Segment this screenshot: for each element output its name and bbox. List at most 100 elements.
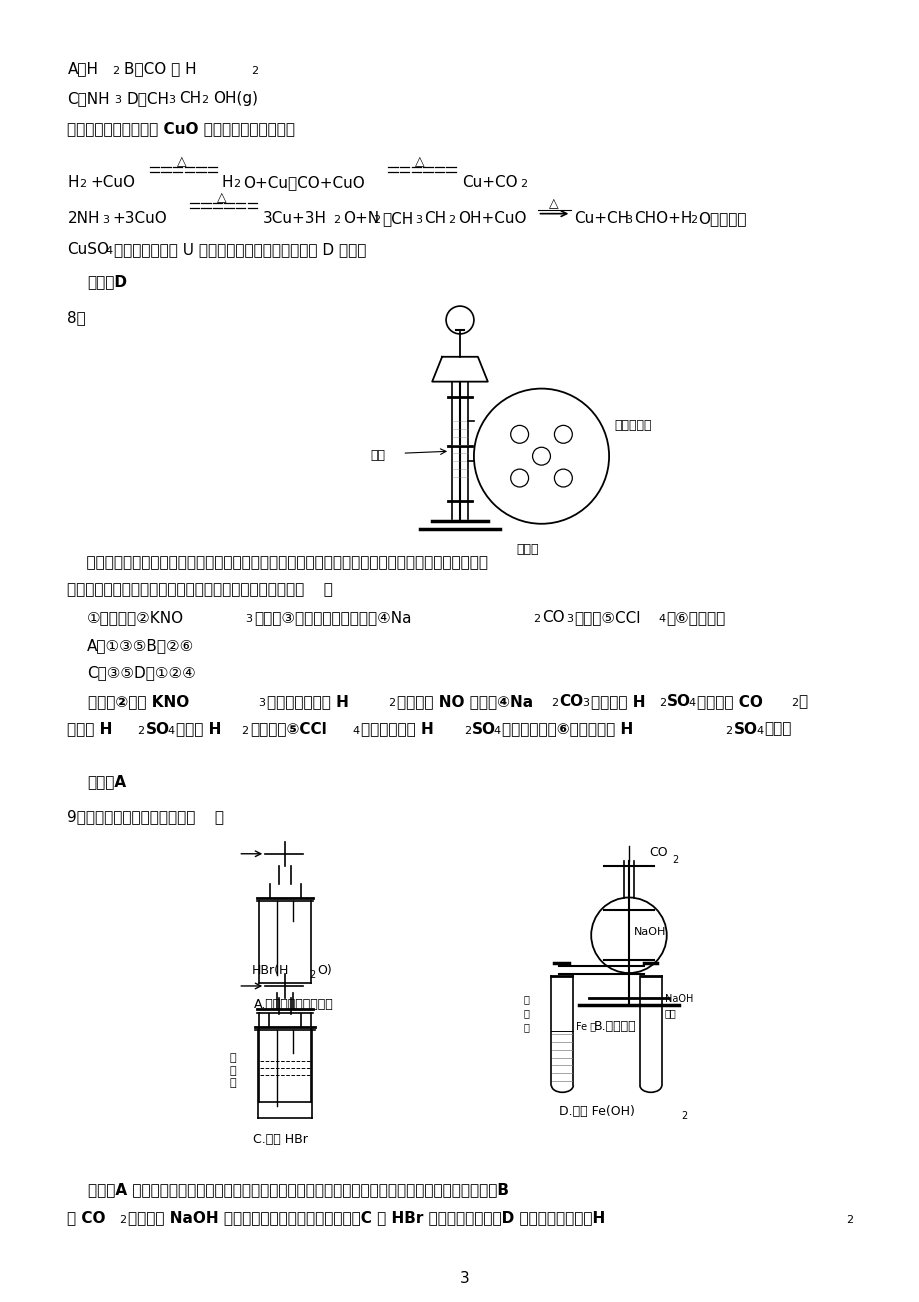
Text: 2: 2 [550,698,558,708]
Text: ，会产生 NO 气体。④Na: ，会产生 NO 气体。④Na [397,694,533,708]
Text: 解析：选项中各物质与 CuO 反应的方程式分别是：: 解析：选项中各物质与 CuO 反应的方程式分别是： [67,121,295,137]
Text: NaOH: NaOH [664,993,692,1004]
Text: 2: 2 [309,970,315,980]
Text: D．CH: D．CH [126,91,169,107]
Text: OH(g): OH(g) [213,91,258,107]
Text: 酸: 酸 [523,1022,529,1031]
Text: 不纯净。⑤CCl: 不纯净。⑤CCl [250,721,326,737]
Text: O+N: O+N [343,211,379,225]
Text: 2: 2 [672,854,678,865]
Text: 2: 2 [241,725,248,736]
Text: 2: 2 [681,1111,687,1121]
Text: SO: SO [666,694,690,708]
Text: △: △ [414,155,425,168]
Text: 2: 2 [119,1215,126,1225]
Text: O+Cu，CO+CuO: O+Cu，CO+CuO [243,174,365,190]
Text: 溶液: 溶液 [664,1008,675,1018]
Text: 2: 2 [448,215,455,225]
Text: +CuO: +CuO [90,174,135,190]
Text: 稀: 稀 [523,993,529,1004]
Text: 2: 2 [79,178,86,189]
Text: D.制取 Fe(OH): D.制取 Fe(OH) [559,1105,635,1118]
Text: 与锌粒接触。⑥浓氨水会与 H: 与锌粒接触。⑥浓氨水会与 H [501,721,632,737]
Text: 如图为实验室制氢气的简易装置。若在加稀硫酸时，发现锌粒与稀硫酸没有接触而稀硫酸又不够了，: 如图为实验室制氢气的简易装置。若在加稀硫酸时，发现锌粒与稀硫酸没有接触而稀硫酸又… [67,556,488,570]
Text: 2: 2 [845,1215,852,1225]
Text: 2: 2 [388,698,395,708]
Text: 2: 2 [690,215,697,225]
Text: 硫: 硫 [230,1066,236,1075]
Text: 锌粒: 锌粒 [370,449,385,462]
Text: 3: 3 [414,215,422,225]
Text: OH+CuO: OH+CuO [458,211,526,225]
Text: 4: 4 [687,698,695,708]
Text: C．③⑤D．①②④: C．③⑤D．①②④ [87,665,196,680]
Text: 2NH: 2NH [67,211,100,225]
Text: A．①③⑤B．②⑥: A．①③⑤B．②⑥ [87,638,194,654]
Text: 解析：②加入 KNO: 解析：②加入 KNO [67,694,189,708]
Text: Cu+CO: Cu+CO [461,174,517,190]
Text: 溶液后不再产生 H: 溶液后不再产生 H [267,694,348,708]
Text: ，: ， [797,694,806,708]
Text: 2: 2 [533,615,540,624]
Text: 3: 3 [582,698,588,708]
Text: 2: 2 [112,65,119,76]
Text: B.喷泉实验: B.喷泉实验 [594,1019,636,1032]
Text: H: H [221,174,233,190]
Text: 答案：A: 答案：A [87,775,126,789]
Text: 硫: 硫 [523,1008,529,1018]
Text: 酸: 酸 [230,1078,236,1088]
Text: 3: 3 [460,1271,470,1286]
Text: 2: 2 [658,698,665,708]
Text: 反应。: 反应。 [764,721,790,737]
Text: B．CO 和 H: B．CO 和 H [124,61,197,77]
Text: 2: 2 [251,65,258,76]
Text: H: H [67,174,79,190]
Text: CH: CH [424,211,446,225]
Text: HBr(H: HBr(H [251,963,289,976]
Text: O，经足量: O，经足量 [698,211,746,225]
Text: △: △ [549,197,559,210]
Text: 4: 4 [167,725,175,736]
Text: 溶液，⑤CCl: 溶液，⑤CCl [573,611,641,625]
Text: 2: 2 [519,178,527,189]
Text: C．NH: C．NH [67,91,110,107]
Text: 答案：D: 答案：D [87,275,127,289]
Text: 被挤入的 NaOH 溶液吸收，压强减小，喷泉形成；C 项 HBr 能被浓硫酸氧化；D 项关闭止水夹后，H: 被挤入的 NaOH 溶液吸收，压强减小，喷泉形成；C 项 HBr 能被浓硫酸氧化… [128,1211,605,1225]
Text: CH: CH [178,91,200,107]
Text: 2: 2 [724,725,732,736]
Text: 4: 4 [755,725,763,736]
Text: 溶液，③适量稀硫酸铜溶液，④Na: 溶液，③适量稀硫酸铜溶液，④Na [254,611,412,625]
Text: 溶液会与 H: 溶液会与 H [591,694,645,708]
Text: SO: SO [471,721,495,737]
Text: 2: 2 [333,215,339,225]
Text: CO: CO [559,694,583,708]
Text: △: △ [216,191,226,204]
Text: CO: CO [648,846,667,859]
Text: 3: 3 [102,215,109,225]
Text: 稀硫酸: 稀硫酸 [516,543,539,556]
Text: 有孔塑料板: 有孔塑料板 [613,419,651,432]
Text: 4: 4 [105,246,112,256]
Text: 2: 2 [463,725,471,736]
Text: NaOH: NaOH [633,927,665,937]
Text: 3: 3 [245,615,252,624]
Text: 4: 4 [494,725,500,736]
Text: Fe 粉: Fe 粉 [575,1021,596,1031]
Text: 4: 4 [658,615,665,624]
Text: CHO+H: CHO+H [633,211,692,225]
Text: A．H: A．H [67,61,98,77]
Text: 3: 3 [258,698,265,708]
Text: 项 CO: 项 CO [67,1211,106,1225]
Text: 2: 2 [790,698,798,708]
Text: 既消耗 H: 既消耗 H [67,721,113,737]
Text: SO: SO [733,721,757,737]
Text: Cu+CH: Cu+CH [573,211,629,225]
Text: 8．: 8． [67,310,86,326]
Text: 2: 2 [201,95,209,105]
Text: O): O) [316,963,331,976]
Text: 3Cu+3H: 3Cu+3H [263,211,327,225]
Text: ，CH: ，CH [382,211,414,225]
Text: 2: 2 [373,215,380,225]
Text: △: △ [176,155,187,168]
Text: 9．下列能达到实验目的的是（    ）: 9．下列能达到实验目的的是（ ） [67,809,224,824]
